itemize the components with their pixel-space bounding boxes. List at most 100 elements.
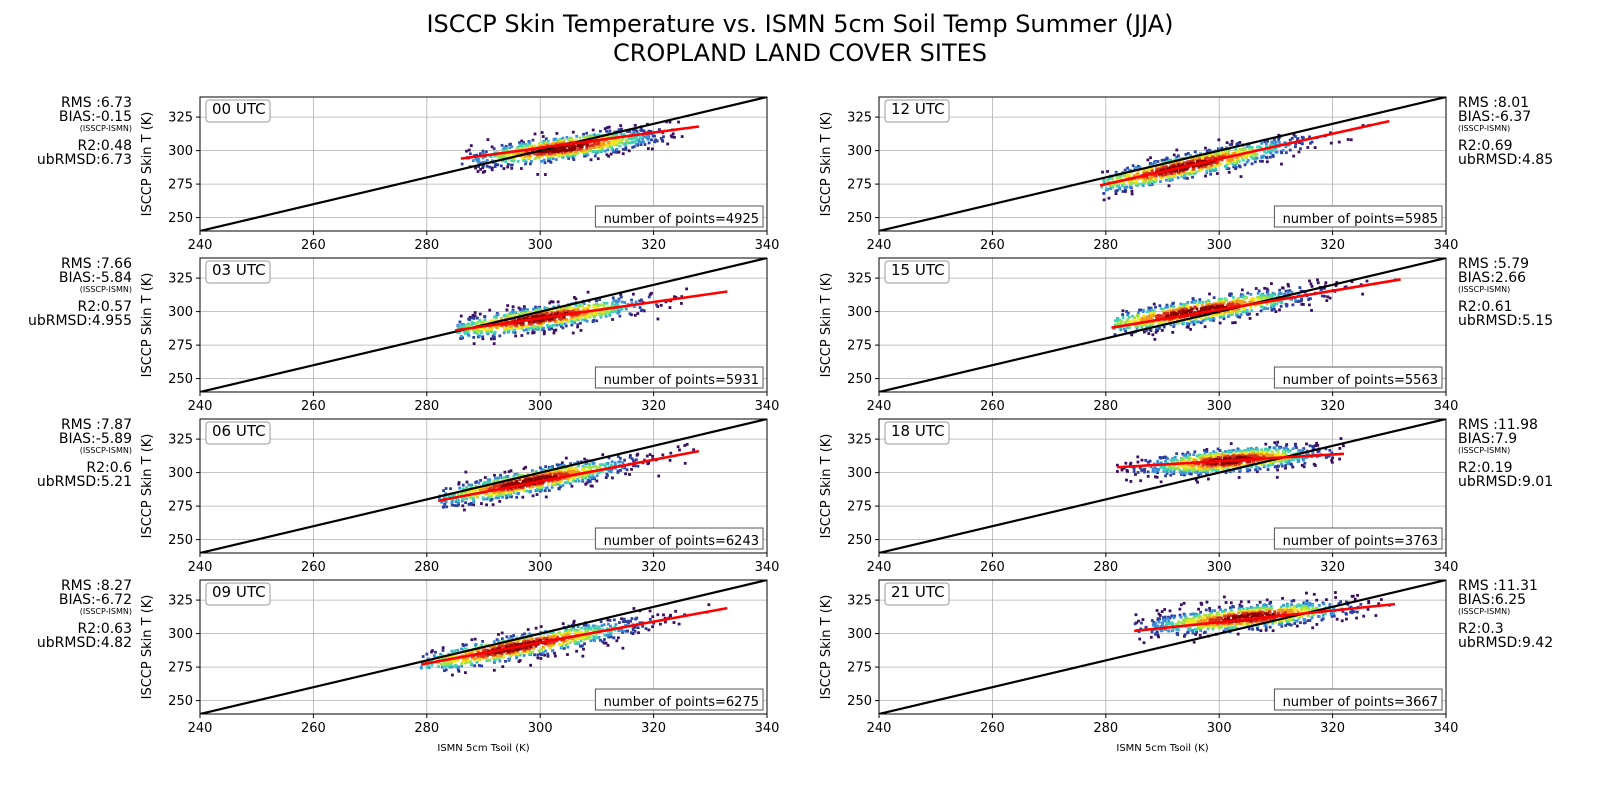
data-point <box>1158 304 1162 308</box>
data-point <box>544 137 548 141</box>
x-tick-label: 280 <box>414 399 439 414</box>
data-point <box>564 456 568 460</box>
data-point <box>636 626 640 630</box>
data-point <box>532 475 536 479</box>
data-point <box>1277 292 1281 296</box>
data-point <box>1192 161 1196 165</box>
data-point <box>574 304 578 307</box>
data-point <box>1102 181 1106 185</box>
y-tick-label: 250 <box>168 211 193 226</box>
data-point <box>567 319 571 322</box>
data-point <box>1114 192 1118 196</box>
data-point <box>630 457 634 461</box>
data-point <box>1248 300 1252 304</box>
data-point <box>518 478 522 482</box>
data-point <box>623 458 627 462</box>
data-point <box>571 479 575 483</box>
data-point <box>529 321 533 325</box>
data-point <box>1365 279 1369 283</box>
data-point <box>1143 170 1146 174</box>
data-point <box>1189 157 1193 161</box>
data-point <box>1171 302 1174 306</box>
data-point <box>647 136 651 140</box>
data-point <box>553 469 557 472</box>
data-point <box>582 306 586 310</box>
data-point <box>568 641 572 645</box>
data-point <box>1238 309 1241 313</box>
data-point <box>636 312 640 315</box>
data-point <box>593 626 597 630</box>
data-point <box>1241 154 1245 157</box>
data-point <box>491 334 495 338</box>
panel-label: 12 UTC <box>891 100 945 118</box>
data-point <box>468 152 472 156</box>
data-point <box>1239 175 1243 178</box>
data-point <box>1316 281 1320 285</box>
data-point <box>1232 165 1236 169</box>
data-point <box>1175 317 1179 321</box>
data-point <box>553 654 557 658</box>
data-point <box>607 125 611 129</box>
y-tick-label: 275 <box>847 178 872 193</box>
data-point <box>1145 325 1149 329</box>
data-point <box>537 311 541 315</box>
data-point <box>1140 182 1144 186</box>
data-point <box>1184 176 1188 180</box>
data-point <box>1256 296 1260 300</box>
data-point <box>522 654 526 657</box>
data-point <box>1209 157 1212 160</box>
data-point <box>523 642 527 646</box>
data-point <box>510 324 514 328</box>
data-point <box>444 495 448 498</box>
data-point <box>528 650 532 654</box>
data-point <box>497 324 500 328</box>
data-point <box>1165 303 1169 307</box>
data-point <box>1224 310 1228 314</box>
data-point <box>546 324 549 327</box>
point-count-box <box>594 205 764 228</box>
data-point <box>500 143 504 147</box>
data-point <box>1207 155 1210 158</box>
data-point <box>1243 147 1247 151</box>
data-point <box>1172 170 1176 174</box>
data-point <box>551 323 555 327</box>
data-point <box>522 305 526 309</box>
data-point <box>648 293 652 296</box>
data-point <box>576 460 580 464</box>
data-point <box>468 315 472 319</box>
data-point <box>528 640 531 643</box>
data-point <box>1124 190 1127 193</box>
data-point <box>508 491 512 495</box>
data-point <box>600 312 604 316</box>
data-point <box>632 145 636 149</box>
data-point <box>518 653 522 657</box>
data-point <box>548 472 552 476</box>
data-point <box>1263 140 1267 144</box>
data-point <box>1235 162 1238 165</box>
data-point <box>1253 151 1257 155</box>
data-point <box>1149 182 1153 186</box>
data-point <box>1153 321 1156 324</box>
data-point <box>546 312 549 316</box>
data-point <box>444 487 448 490</box>
data-point <box>1158 176 1162 180</box>
data-point <box>1169 323 1173 327</box>
data-point <box>443 664 446 668</box>
data-point <box>492 640 496 644</box>
x-tick-label: 340 <box>755 721 780 736</box>
data-point <box>1286 282 1290 286</box>
data-point <box>472 316 476 320</box>
data-point <box>516 145 520 149</box>
data-point <box>1256 297 1260 301</box>
data-point <box>595 636 599 640</box>
data-point <box>639 129 643 132</box>
data-point <box>528 143 532 147</box>
data-point <box>502 331 506 335</box>
data-point <box>517 491 521 495</box>
data-point <box>528 486 532 490</box>
data-point <box>460 492 463 496</box>
data-point <box>1248 145 1252 149</box>
data-point <box>486 138 490 141</box>
data-point <box>609 624 612 628</box>
data-point <box>537 142 541 146</box>
